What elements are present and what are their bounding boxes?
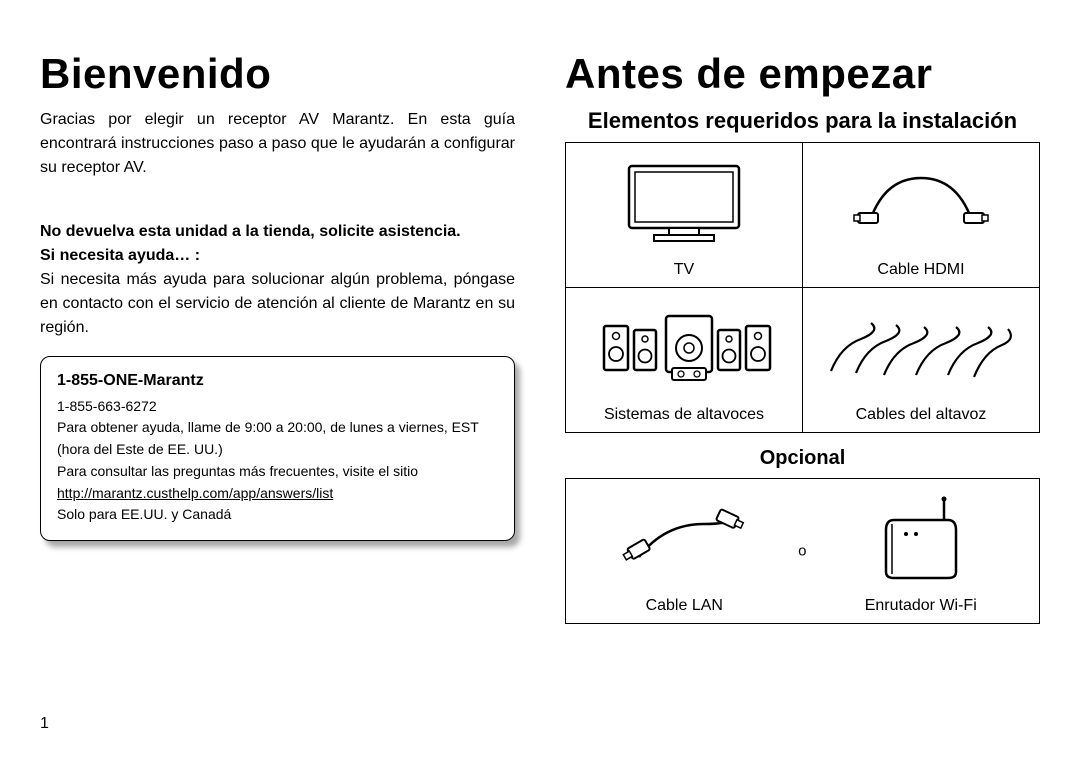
- cell-wifi: Enrutador Wi-Fi: [803, 479, 1040, 624]
- support-hours: Para obtener ayuda, llame de 9:00 a 20:0…: [57, 417, 498, 460]
- cell-hdmi: Cable HDMI: [803, 143, 1040, 288]
- do-not-return-line: No devuelva esta unidad a la tienda, sol…: [40, 220, 515, 244]
- before-start-heading: Antes de empezar: [565, 50, 1040, 98]
- welcome-heading: Bienvenido: [40, 50, 515, 98]
- page-number: 1: [40, 715, 49, 733]
- tv-label: TV: [674, 261, 694, 279]
- manual-page: Bienvenido Gracias por elegir un recepto…: [0, 0, 1080, 761]
- optional-items-table: o: [565, 478, 1040, 624]
- lan-label: Cable LAN: [646, 597, 723, 615]
- optional-title: Opcional: [565, 447, 1040, 470]
- hdmi-label: Cable HDMI: [877, 261, 964, 279]
- speakers-label: Sistemas de altavoces: [604, 406, 764, 424]
- cell-speaker-cables: Cables del altavoz: [803, 288, 1040, 433]
- support-phone-number: 1-855-663-6272: [57, 396, 498, 418]
- lan-cable-icon: [570, 485, 799, 593]
- cell-tv: TV: [566, 143, 803, 288]
- tv-icon: [570, 149, 798, 257]
- right-column: Antes de empezar Elementos requeridos pa…: [540, 50, 1040, 741]
- support-region: Solo para EE.UU. y Canadá: [57, 504, 498, 526]
- cell-lan: o: [566, 479, 803, 624]
- speaker-cables-icon: [807, 294, 1035, 402]
- intro-paragraph: Gracias por elegir un receptor AV Marant…: [40, 108, 515, 180]
- need-help-line: Si necesita ayuda… :: [40, 244, 515, 268]
- left-column: Bienvenido Gracias por elegir un recepto…: [40, 50, 540, 741]
- support-faq-link[interactable]: http://marantz.custhelp.com/app/answers/…: [57, 485, 333, 501]
- required-items-title: Elementos requeridos para la instalación: [565, 108, 1040, 134]
- wifi-router-icon: [807, 485, 1036, 593]
- support-faq-intro: Para consultar las preguntas más frecuen…: [57, 461, 498, 483]
- speaker-cables-label: Cables del altavoz: [856, 406, 987, 424]
- wifi-label: Enrutador Wi-Fi: [865, 597, 977, 615]
- cell-speakers: Sistemas de altavoces: [566, 288, 803, 433]
- support-box: 1-855-ONE-Marantz 1-855-663-6272 Para ob…: [40, 356, 515, 541]
- speaker-system-icon: [570, 294, 798, 402]
- hdmi-cable-icon: [807, 149, 1035, 257]
- help-paragraph: Si necesita más ayuda para solucionar al…: [40, 268, 515, 340]
- support-phone-vanity: 1-855-ONE-Marantz: [57, 369, 498, 394]
- required-items-table: TV Cabl: [565, 142, 1040, 433]
